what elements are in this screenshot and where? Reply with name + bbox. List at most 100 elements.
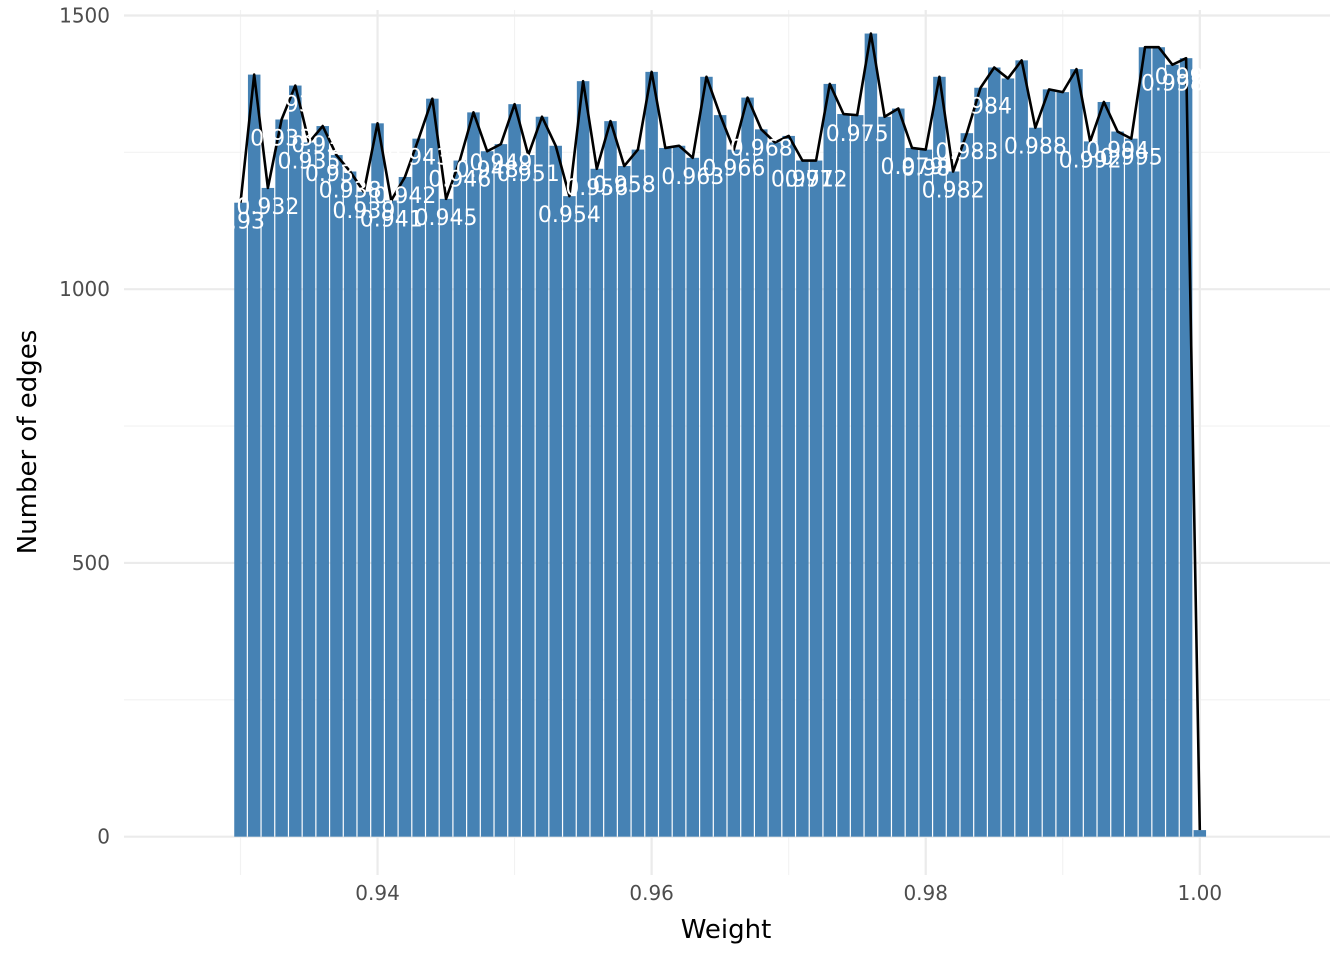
bar (508, 104, 521, 837)
x-tick-label: 0.98 (903, 881, 948, 905)
bar (563, 196, 576, 837)
bar-label: 0.935 (278, 149, 341, 174)
bar (686, 157, 699, 837)
bar-label: 0.983 (935, 140, 998, 165)
x-tick-label: 0.94 (355, 881, 400, 905)
bar (398, 176, 412, 837)
x-axis-ticks: 0.94 0.96 0.98 1.00 (355, 881, 1222, 905)
bar (275, 119, 288, 837)
bar (631, 149, 645, 837)
bar (645, 71, 658, 837)
bar-label: 0.943 (387, 146, 450, 171)
bar (1138, 47, 1152, 837)
bar (357, 191, 371, 837)
bar (741, 97, 754, 837)
bar (1083, 141, 1097, 837)
bar (768, 142, 782, 837)
y-axis-title: Number of edges (13, 330, 43, 555)
bar (576, 81, 590, 837)
bar-label: 0.941 (360, 208, 423, 233)
bar (247, 74, 261, 837)
bar (535, 116, 549, 837)
bar (1042, 89, 1056, 837)
frequency-line (239, 32, 1202, 831)
bar (1056, 92, 1070, 837)
bar-label: 0.949 (469, 151, 532, 176)
bar (549, 145, 562, 837)
x-tick-label: 0.96 (629, 881, 674, 905)
bar (1166, 64, 1179, 837)
bar (892, 108, 905, 837)
bar (384, 200, 398, 837)
bar-label: 0.946 (428, 168, 491, 193)
bar (1152, 47, 1165, 837)
bar (453, 160, 467, 837)
bar-label: 0.939 (332, 199, 395, 224)
bar-label: 0.995 (1100, 146, 1163, 171)
bar (933, 76, 946, 837)
bar (850, 115, 864, 837)
bar (412, 138, 425, 837)
bar (330, 155, 343, 837)
bar (617, 166, 631, 837)
bar-label: 0.979 (881, 155, 944, 180)
bar (878, 116, 891, 837)
bar (713, 115, 727, 837)
bar (1125, 138, 1138, 837)
bar-label: 0.936 (291, 133, 354, 158)
x-tick-label: 1.00 (1178, 881, 1223, 905)
bar-label: 0.948 (456, 158, 519, 183)
bar (700, 76, 713, 837)
bar (371, 123, 384, 837)
bar-label: 0.963 (661, 165, 724, 190)
bar (316, 126, 329, 837)
bar-label: 0.971 (771, 168, 834, 193)
bar-labels: 0.930.9320.9330.9340.9350.9360.9370.9380… (216, 65, 1218, 235)
bar-label: 0.956 (565, 176, 628, 201)
bar (439, 198, 453, 837)
bar (782, 135, 795, 837)
bar (494, 144, 508, 837)
bar-label: 0.951 (497, 162, 560, 187)
bars (234, 33, 1207, 837)
bar-label: 0.938 (319, 179, 382, 204)
bar (261, 187, 275, 837)
bar-label: 0.994 (1086, 139, 1149, 164)
bar (946, 171, 960, 837)
bar (837, 114, 850, 837)
bar-label: 0.945 (415, 206, 478, 231)
bar-label: 0.93 (216, 210, 265, 235)
x-axis-title: Weight (681, 915, 772, 945)
bar (809, 160, 823, 837)
bar-label: 0.975 (826, 122, 889, 147)
bar-label: 0.966 (702, 157, 765, 182)
bar (480, 151, 494, 837)
bar (604, 121, 617, 837)
bar (426, 98, 439, 837)
bar (289, 85, 302, 837)
bar (864, 33, 878, 837)
frequency-line-path (239, 32, 1202, 831)
bar (987, 67, 1001, 837)
y-tick-label: 1500 (59, 3, 110, 27)
y-tick-label: 1000 (59, 277, 110, 301)
bar-label: 0.958 (593, 173, 656, 198)
bar-label: 0.999 (1155, 65, 1218, 90)
bar (1193, 830, 1207, 837)
y-tick-label: 500 (72, 551, 110, 575)
bar-label: 0.932 (236, 195, 299, 220)
bar-label: 0.968 (730, 136, 793, 161)
bar (727, 149, 741, 837)
bar (302, 142, 316, 837)
bar-label: 0.954 (538, 203, 601, 228)
bar-label: 0.934 (264, 93, 327, 118)
bar (796, 160, 809, 837)
bar (1015, 60, 1028, 837)
bar (1029, 127, 1042, 837)
bar (234, 202, 247, 837)
bar (522, 155, 535, 837)
bar (1070, 69, 1083, 837)
bar (1111, 131, 1124, 837)
bar (1001, 78, 1015, 837)
bar (659, 147, 672, 837)
